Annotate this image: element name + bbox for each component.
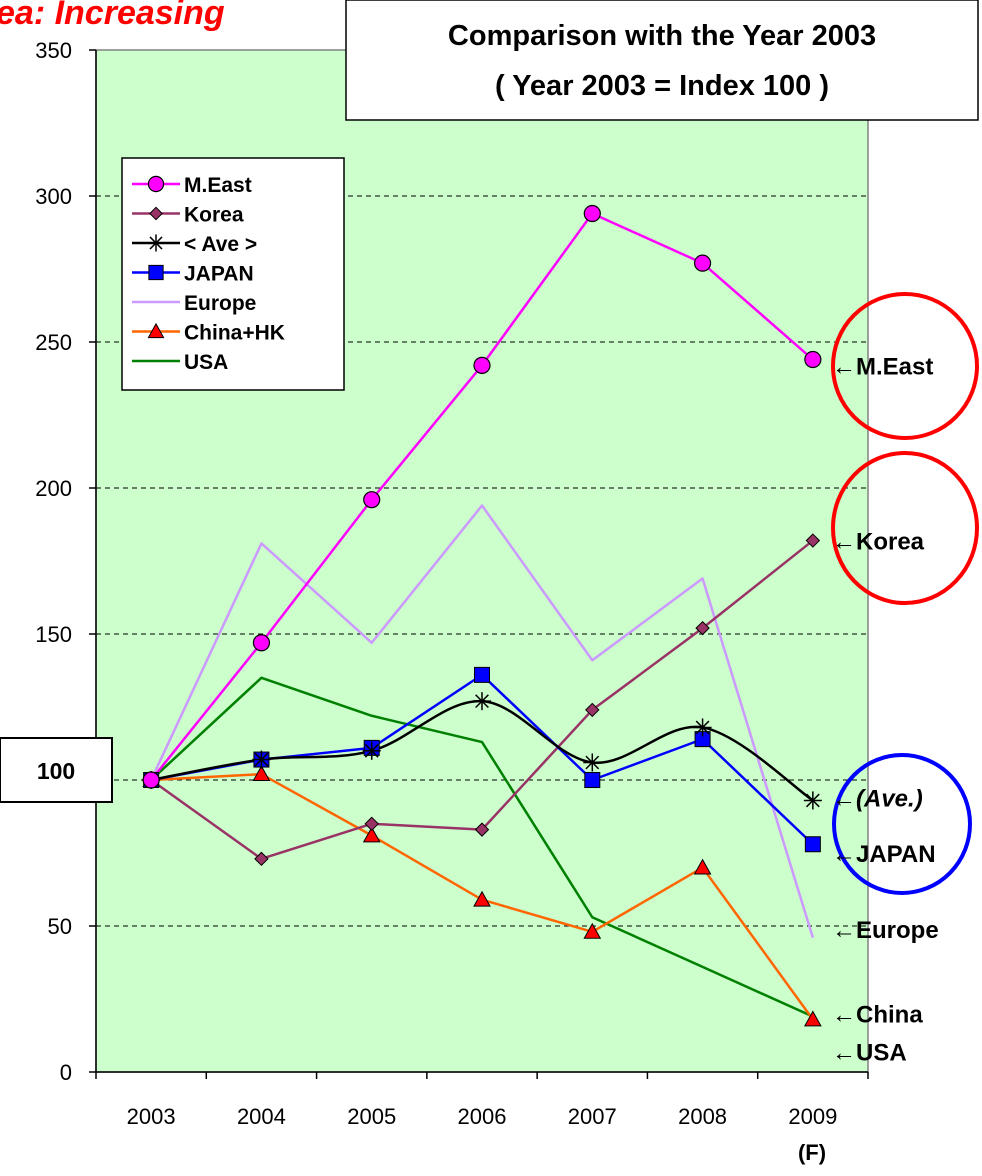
reference-label: 100	[37, 758, 75, 784]
legend-label-japan: JAPAN	[184, 263, 254, 286]
data-point-m-east	[363, 491, 381, 509]
end-label-japan: ←JAPAN	[832, 841, 936, 868]
data-point-ave	[252, 750, 271, 769]
title-box	[345, 0, 979, 121]
data-point-m-east	[252, 634, 271, 652]
data-point-ave	[473, 692, 491, 711]
x-tick-label: 2004	[237, 1104, 286, 1129]
legend-marker-japan	[148, 264, 164, 281]
data-point-japan	[584, 772, 601, 788]
x-tick-label: 2008	[678, 1104, 727, 1129]
end-label-korea: ←Korea	[832, 529, 925, 556]
end-label-europe: ←Europe	[832, 917, 939, 944]
data-point-china-hk	[804, 1010, 822, 1027]
end-label-ave: ←(Ave.)	[832, 786, 923, 813]
x-tick-label: 2007	[568, 1104, 617, 1129]
data-point-ave	[693, 718, 712, 737]
series-line-europe	[150, 504, 815, 939]
series-markers	[142, 204, 822, 1027]
chart-banner: ea: Increasing	[0, 0, 225, 32]
data-point-china-hk	[252, 765, 271, 782]
end-label-m-east: ←M.East	[832, 353, 933, 380]
series-line-usa	[150, 676, 814, 1018]
data-point-korea	[805, 533, 821, 548]
y-tick-label: 0	[60, 1060, 72, 1085]
annotation-circle-korea	[831, 451, 979, 605]
chart-title: Comparison with the Year 2003	[448, 20, 876, 52]
legend: M.East Korea < Ave > JAPAN Europe China+HK USA	[132, 174, 285, 374]
data-point-m-east	[583, 204, 601, 223]
y-tick-label: 200	[35, 476, 72, 501]
legend-label-europe: Europe	[184, 292, 256, 315]
data-point-china-hk	[583, 922, 602, 939]
x-tick-label: 2005	[347, 1104, 396, 1129]
legend-marker-china-hk	[147, 322, 165, 339]
data-point-china-hk	[362, 826, 381, 843]
legend-marker-m-east	[147, 175, 165, 193]
chart-subtitle: ( Year 2003 = Index 100 )	[495, 70, 829, 102]
data-point-japan	[474, 666, 490, 683]
legend-label-ave: < Ave >	[184, 233, 257, 256]
x-tick-label: 2006	[458, 1104, 507, 1129]
data-point-m-east	[804, 350, 822, 369]
x-tick-sublabel: (F)	[798, 1140, 826, 1165]
data-point-m-east	[693, 254, 712, 272]
reference-box	[0, 737, 113, 803]
data-point-ave	[803, 791, 822, 810]
y-tick-label: 250	[35, 330, 72, 355]
data-point-china-hk	[473, 890, 491, 907]
end-label-usa: ←USA	[832, 1040, 907, 1067]
data-point-korea	[474, 822, 490, 837]
x-tick-labels: 2003 2004 2005 2006 2007 2008 2009	[127, 1104, 838, 1129]
legend-marker-ave	[147, 234, 165, 252]
data-point-m-east	[473, 356, 491, 374]
legend-label-china-hk: China+HK	[184, 322, 285, 345]
x-tick-label: 2009	[788, 1104, 837, 1129]
legend-box	[121, 157, 345, 391]
y-tick-label: 50	[48, 914, 72, 939]
annotation-circle-japan	[832, 753, 972, 895]
data-point-japan	[804, 836, 821, 853]
data-point-ave	[583, 753, 602, 772]
end-labels: ←M.East ←Korea ←(Ave.) ←JAPAN ←Europe ←China ←…	[832, 353, 939, 1066]
legend-marker-korea	[149, 206, 163, 221]
legend-label-korea: Korea	[184, 204, 244, 227]
y-tick-labels: 0 50 100 150 200 250 300 350	[35, 38, 72, 1085]
x-tick-label: 2003	[127, 1104, 176, 1129]
data-point-china-hk	[693, 858, 712, 875]
data-point-korea	[364, 816, 379, 832]
data-point-korea	[254, 851, 269, 867]
legend-label-usa: USA	[184, 351, 228, 374]
end-label-china-hk: ←China	[832, 1002, 923, 1029]
data-point-ave	[362, 741, 381, 760]
annotation-circles	[831, 292, 979, 895]
y-tick-label: 350	[35, 38, 72, 63]
data-point-korea	[695, 620, 710, 636]
data-point-korea	[585, 702, 600, 718]
legend-label-m-east: M.East	[184, 174, 252, 197]
annotation-circle-m-east	[831, 292, 979, 440]
y-tick-label: 150	[35, 622, 72, 647]
y-tick-label: 300	[35, 184, 72, 209]
data-point-m-east	[142, 771, 160, 789]
